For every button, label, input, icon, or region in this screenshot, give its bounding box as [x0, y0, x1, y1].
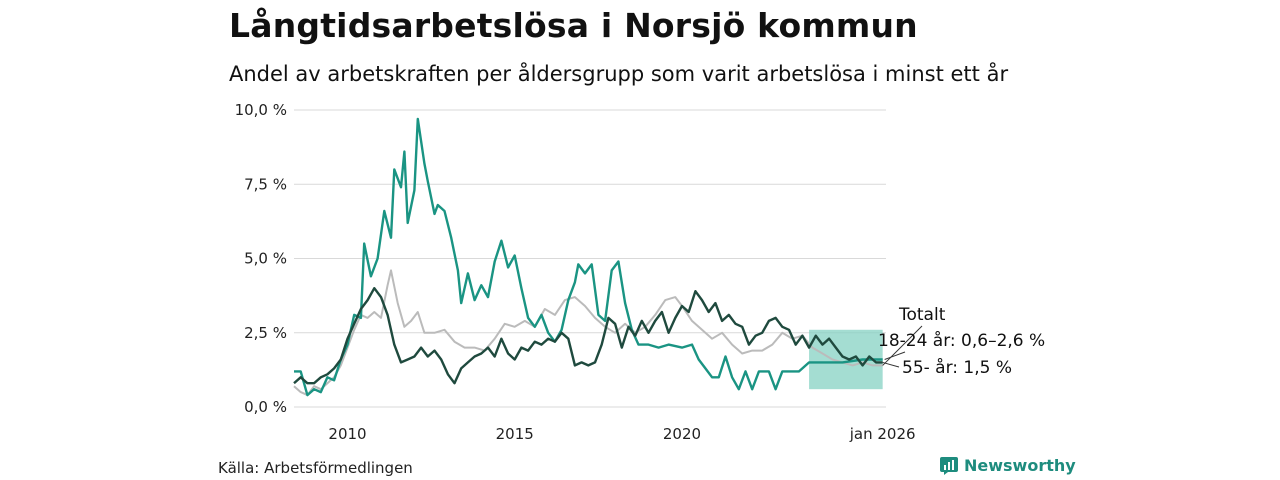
- y-axis: 0,0 % 2,5 % 5,0 % 7,5 % 10,0 %: [235, 101, 287, 416]
- y-tick-label: 10,0 %: [235, 101, 287, 119]
- y-tick-label: 2,5 %: [244, 324, 287, 342]
- x-axis: 2010 2015 2020 jan 2026: [328, 425, 915, 443]
- series-line-total: [293, 269, 883, 397]
- annotations: Totalt 18-24 år: 0,6–2,6 % 55- år: 1,5 %: [878, 305, 1045, 378]
- brand-logo[interactable]: Newsworthy: [940, 456, 1076, 475]
- x-tick-label: jan 2026: [849, 425, 916, 443]
- y-tick-label: 7,5 %: [244, 175, 287, 193]
- annotation-old: 55- år: 1,5 %: [902, 357, 1012, 378]
- bar-chart-icon: [940, 456, 958, 475]
- annotation-youth: 18-24 år: 0,6–2,6 %: [878, 330, 1045, 351]
- annotation-leader-old: [882, 361, 900, 368]
- series-lines: [293, 117, 883, 397]
- annotation-leader-total: [882, 325, 923, 366]
- gridlines: [294, 109, 886, 408]
- series-line-old: [293, 287, 883, 385]
- series-line-youth: [294, 117, 883, 397]
- source-note: Källa: Arbetsförmedlingen: [218, 459, 413, 477]
- y-tick-label: 0,0 %: [244, 398, 287, 416]
- x-tick-label: 2020: [663, 425, 701, 443]
- x-tick-label: 2010: [328, 425, 366, 443]
- y-tick-label: 5,0 %: [244, 250, 287, 268]
- x-tick-label: 2015: [496, 425, 534, 443]
- annotation-leader-youth: [884, 351, 906, 360]
- chart-title: Långtidsarbetslösa i Norsjö kommun: [229, 6, 918, 45]
- brand-name: Newsworthy: [964, 456, 1076, 475]
- chart-subtitle: Andel av arbetskraften per åldersgrupp s…: [229, 62, 1009, 86]
- annotation-total: Totalt: [898, 305, 946, 325]
